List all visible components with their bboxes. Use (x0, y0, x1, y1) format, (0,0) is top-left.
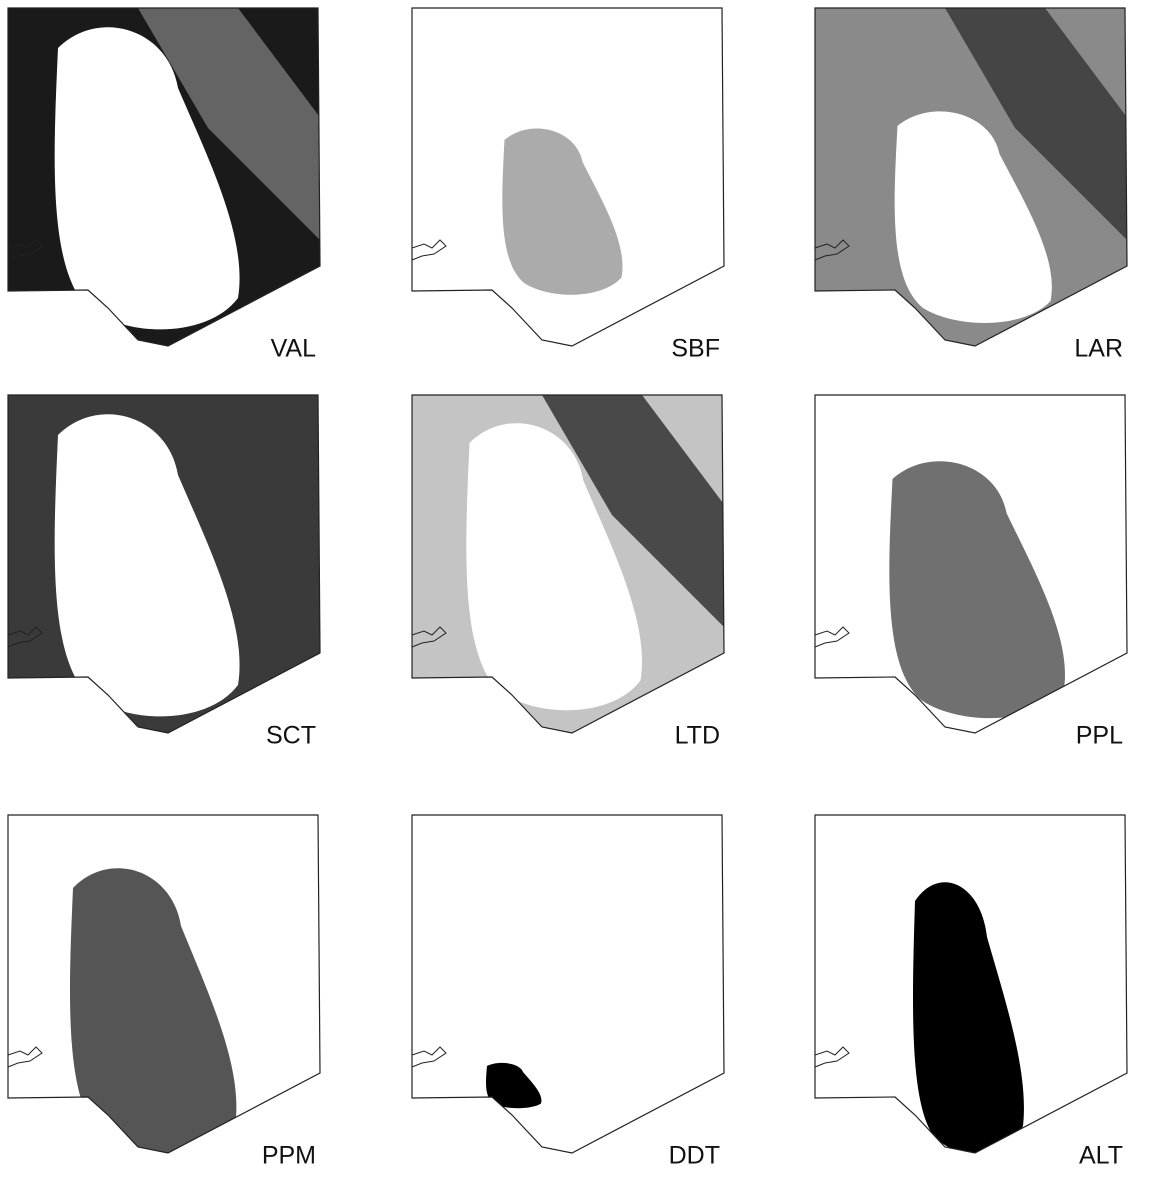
map-panel: SBF (412, 8, 727, 363)
panel-label: DDT (669, 1142, 720, 1170)
panel-label: LTD (675, 722, 720, 750)
map-image (412, 8, 727, 353)
map-image (412, 395, 732, 740)
panel-label: PPL (1076, 722, 1123, 750)
map-panel: PPM (8, 815, 323, 1170)
map-panel: DDT (412, 815, 727, 1170)
map-background (412, 815, 727, 1160)
panel-label: SBF (671, 335, 720, 363)
map-panel: LAR (815, 8, 1135, 363)
figure: VAL SBF LAR SCT LTD PPL PPM DDT ALT (0, 0, 1149, 1177)
panel-label: SCT (266, 722, 316, 750)
panel-label: VAL (271, 335, 316, 363)
map-image (412, 815, 727, 1160)
panel-label: ALT (1079, 1142, 1123, 1170)
map-panel: ALT (815, 815, 1130, 1170)
map-image (8, 8, 328, 353)
map-panel: LTD (412, 395, 732, 750)
map-image (815, 8, 1135, 353)
map-image (8, 815, 323, 1160)
map-image (815, 815, 1130, 1160)
map-image (815, 395, 1130, 740)
panel-label: LAR (1074, 335, 1123, 363)
map-panel: PPL (815, 395, 1130, 750)
map-panel: VAL (8, 8, 328, 363)
map-panel: SCT (8, 395, 323, 750)
map-image (8, 395, 323, 740)
panel-label: PPM (262, 1142, 316, 1170)
